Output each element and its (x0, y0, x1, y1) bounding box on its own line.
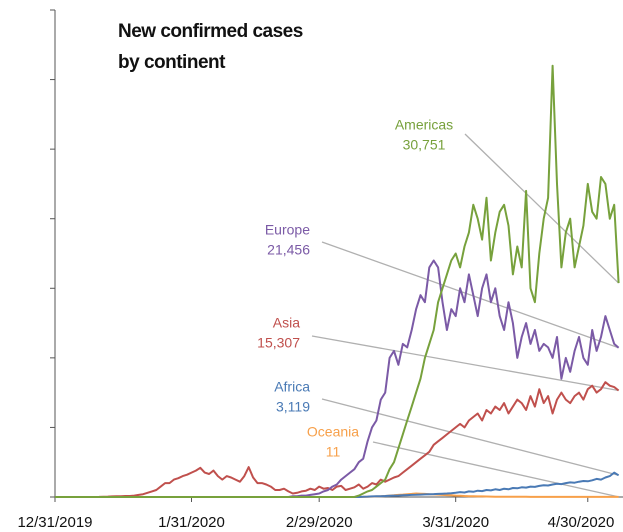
data-label: 21,456 (267, 242, 310, 258)
leader-line (321, 398, 619, 476)
series-line (55, 259, 620, 498)
legend-label: Americas (395, 117, 453, 133)
chart-title: New confirmed cases (118, 21, 303, 42)
data-label: 3,119 (276, 399, 310, 415)
data-label: 30,751 (403, 137, 446, 153)
leader-line (311, 335, 619, 392)
series-line (55, 381, 620, 498)
chart-title: by continent (118, 52, 226, 73)
legend-label: Europe (265, 222, 310, 238)
leader-line (464, 133, 620, 284)
legend-label: Africa (274, 379, 310, 395)
series-line (55, 64, 620, 498)
data-label: 15,307 (257, 335, 300, 351)
legend-label: Asia (273, 315, 300, 331)
x-tick-label: 4/30/2020 (548, 514, 615, 531)
x-tick-label: 1/31/2020 (158, 514, 225, 531)
data-label: 11 (326, 444, 341, 460)
leader-line (372, 441, 619, 498)
legend-label: Oceania (307, 424, 359, 440)
x-tick-label: 3/31/2020 (422, 514, 489, 531)
x-tick-label: 2/29/2020 (286, 514, 353, 531)
x-tick-label: 12/31/2019 (17, 514, 92, 531)
leader-line (321, 241, 619, 349)
